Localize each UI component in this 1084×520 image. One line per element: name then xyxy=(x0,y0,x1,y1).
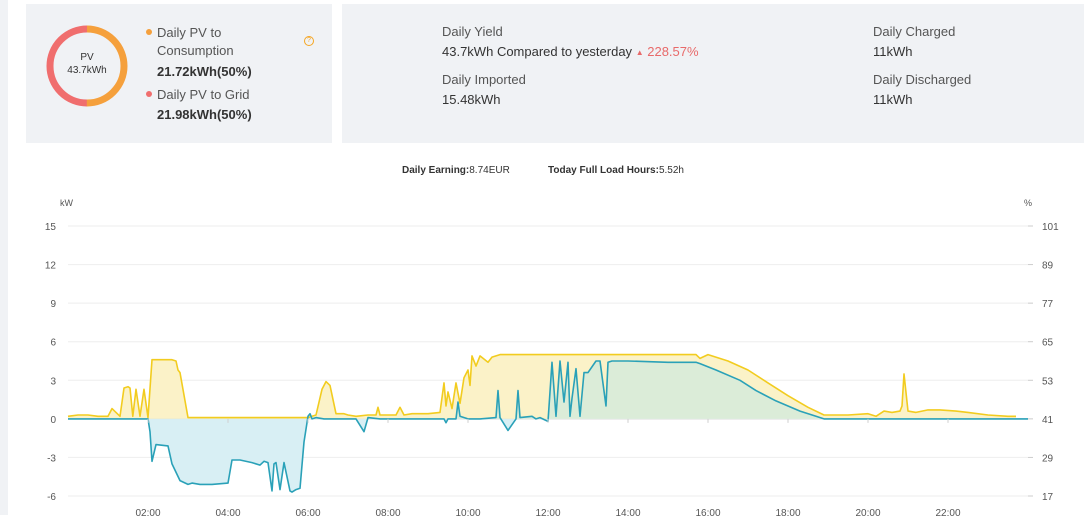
chart-axes: 15 101 12 89 9 77 6 65 3 53 0 41 -3 29 -6 17 kW % 02:00 04:… xyxy=(45,198,1059,519)
pv-distribution-card: PV 43.7kWh Daily PV to Consumption 21.72… xyxy=(26,4,332,143)
y-tick-label-left: 0 xyxy=(50,415,56,426)
consumption-value: 21.72kWh(50%) xyxy=(157,64,252,79)
daily-earning: Daily Earning:8.74EUR xyxy=(402,165,510,176)
consumption-dot-icon xyxy=(146,29,152,35)
donut-title: PV xyxy=(80,52,94,63)
donut-total: 43.7kWh xyxy=(67,65,107,76)
y-tick-label-right: 29 xyxy=(1042,453,1054,464)
y-tick-label-right: 77 xyxy=(1042,299,1054,310)
y-tick-label-left: 3 xyxy=(50,376,56,387)
grid-dot-icon xyxy=(146,91,152,97)
x-tick-label: 08:00 xyxy=(375,508,400,519)
compared-change: 228.57% xyxy=(647,44,699,59)
donut-consumption-arc xyxy=(46,25,128,107)
grid-area xyxy=(68,361,1028,493)
daily-yield-row: 43.7kWh Compared to yesterday ▲ 228.57% xyxy=(442,44,699,59)
help-icon[interactable]: ? xyxy=(304,36,314,46)
daily-yield-value: 43.7kWh xyxy=(442,44,494,59)
pv-line xyxy=(67,353,1016,419)
full-load-value: 5.52h xyxy=(658,165,684,176)
grid-line xyxy=(68,360,1028,493)
full-load-label: Today Full Load Hours: xyxy=(548,165,659,176)
up-arrow-icon: ▲ xyxy=(635,48,644,57)
x-tick-label: 14:00 xyxy=(615,508,640,519)
y-tick-label-left: 12 xyxy=(45,261,57,272)
y-tick-label-left: 6 xyxy=(50,338,56,349)
x-tick-label: 22:00 xyxy=(935,508,960,519)
x-tick-label: 02:00 xyxy=(135,508,160,519)
x-tick-label: 20:00 xyxy=(855,508,880,519)
pv-donut-chart xyxy=(46,25,128,107)
earning-label: Daily Earning: xyxy=(402,165,470,176)
pv-area xyxy=(68,354,1016,419)
y-tick-label-right: 101 xyxy=(1042,222,1059,233)
donut-center-label: PV 43.7kWh xyxy=(44,51,130,77)
daily-charged-value: 11kWh xyxy=(873,44,913,59)
daily-imported-label: Daily Imported xyxy=(442,72,526,87)
chart-lines xyxy=(67,353,1028,493)
daily-discharged-label: Daily Discharged xyxy=(873,72,972,87)
legend-grid: Daily PV to Grid xyxy=(146,86,249,104)
consumption-label-line1: Daily PV to xyxy=(157,25,222,40)
y-tick-label-right: 65 xyxy=(1042,338,1054,349)
x-tick-label: 16:00 xyxy=(695,508,720,519)
chart-fills xyxy=(68,354,1028,493)
full-load-hours: Today Full Load Hours:5.52h xyxy=(548,165,684,176)
power-chart: 15 101 12 89 9 77 6 65 3 53 0 41 -3 29 -6 17 kW % 02:00 04:… xyxy=(45,198,1059,519)
y-tick-label-left: 9 xyxy=(50,299,56,310)
x-tick-label: 04:00 xyxy=(215,508,240,519)
x-tick-label: 12:00 xyxy=(535,508,560,519)
legend-consumption: Daily PV to Consumption xyxy=(146,24,234,60)
left-scroll-strip xyxy=(0,0,8,515)
daily-imported-value: 15.48kWh xyxy=(442,92,501,107)
compared-text: Compared to yesterday xyxy=(496,44,633,59)
x-tick-label: 06:00 xyxy=(295,508,320,519)
y-unit-left: kW xyxy=(60,198,74,208)
y-tick-label-right: 89 xyxy=(1042,261,1054,272)
consumption-label-line2: Consumption xyxy=(157,43,234,58)
daily-yield-label: Daily Yield xyxy=(442,24,503,39)
y-tick-label-right: 41 xyxy=(1042,415,1054,426)
grid-label: Daily PV to Grid xyxy=(157,87,250,102)
daily-charged-label: Daily Charged xyxy=(873,24,956,39)
daily-discharged-value: 11kWh xyxy=(873,92,913,107)
y-tick-label-left: -6 xyxy=(47,492,56,503)
x-tick-label: 10:00 xyxy=(455,508,480,519)
earning-value: 8.74EUR xyxy=(469,165,510,176)
y-tick-label-left: -3 xyxy=(47,453,56,464)
grid-value: 21.98kWh(50%) xyxy=(157,107,252,122)
x-tick-label: 18:00 xyxy=(775,508,800,519)
y-unit-right: % xyxy=(1024,198,1032,208)
y-tick-label-right: 17 xyxy=(1042,492,1054,503)
y-tick-label-left: 15 xyxy=(45,222,57,233)
daily-stats-card: Daily Yield 43.7kWh Compared to yesterda… xyxy=(342,4,1084,143)
y-tick-label-right: 53 xyxy=(1042,376,1054,387)
